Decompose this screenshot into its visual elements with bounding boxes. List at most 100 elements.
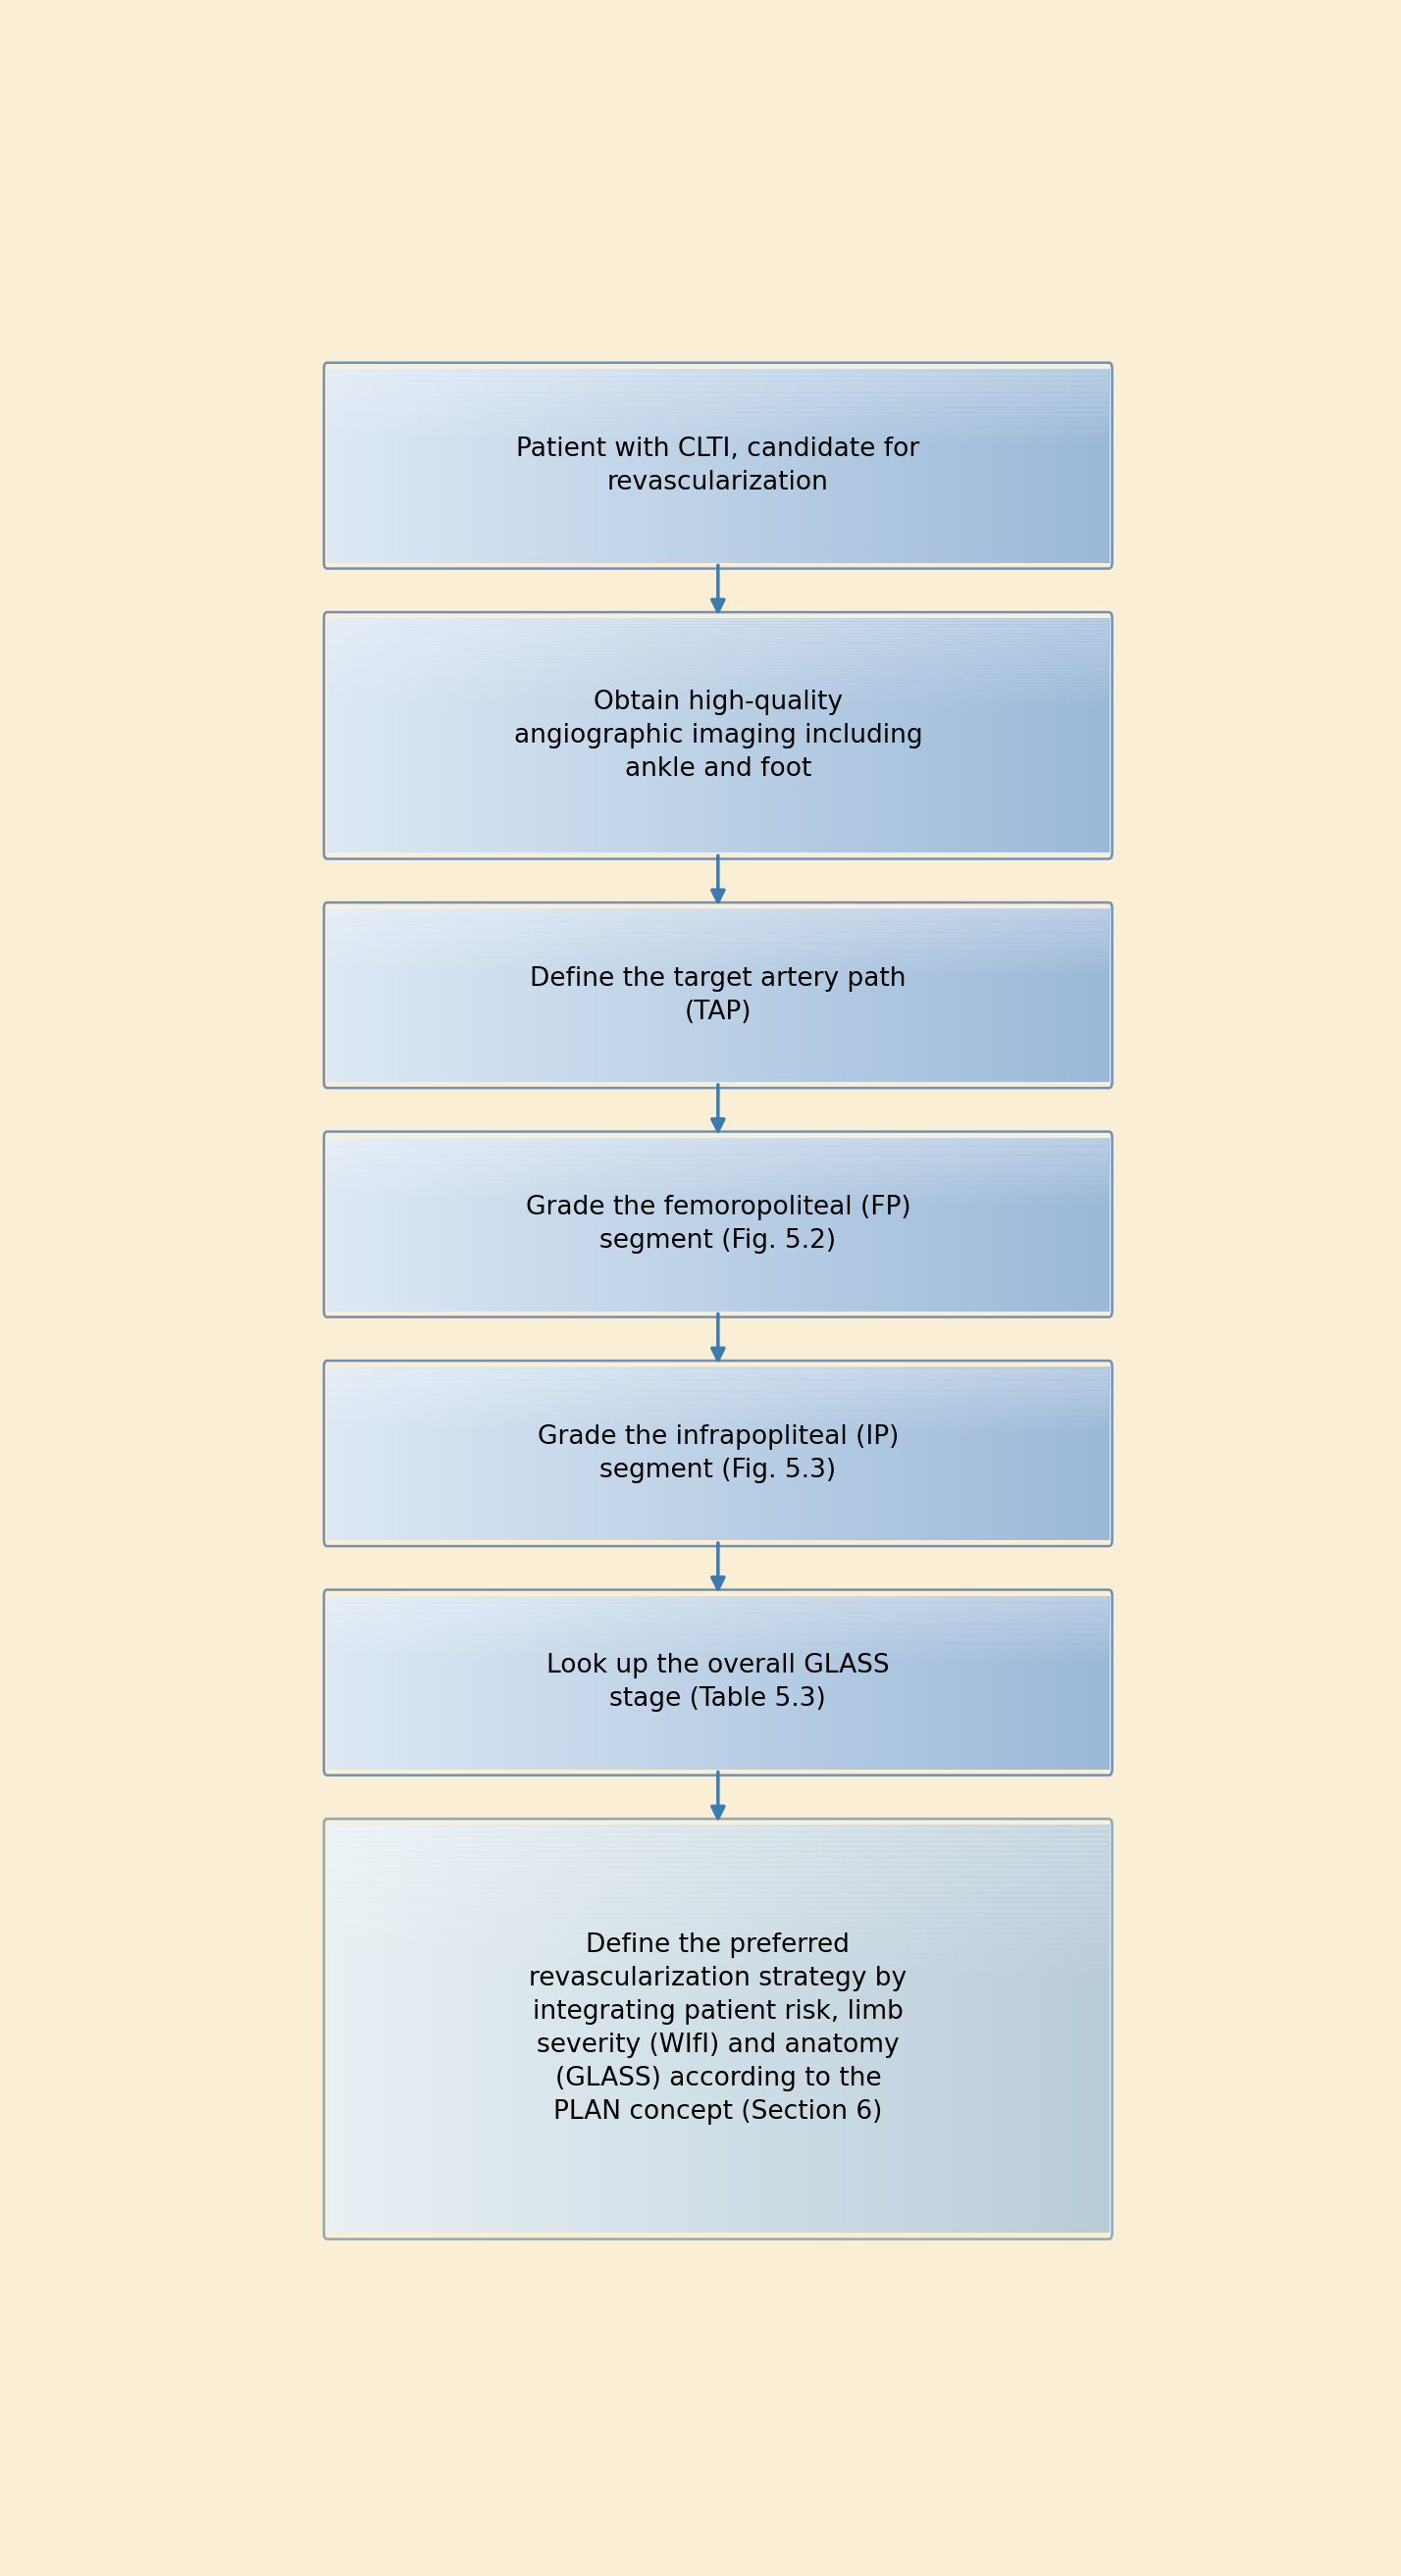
Bar xyxy=(771,1595,778,1770)
Bar xyxy=(776,618,785,853)
Bar xyxy=(764,1368,771,1540)
Bar xyxy=(360,909,367,1082)
Bar xyxy=(672,1368,679,1540)
Bar xyxy=(326,1834,1110,1839)
Bar xyxy=(326,1177,1110,1180)
Bar xyxy=(829,1824,836,2233)
Bar xyxy=(933,1824,940,2233)
Bar xyxy=(326,953,1110,956)
Bar xyxy=(594,618,602,853)
Bar xyxy=(425,1824,433,2233)
Bar xyxy=(562,368,569,562)
Bar xyxy=(933,1139,940,1311)
Bar xyxy=(771,909,778,1082)
Bar xyxy=(1090,1824,1097,2233)
Bar xyxy=(326,404,1110,410)
Bar xyxy=(640,1368,647,1540)
Bar xyxy=(483,909,492,1082)
Bar xyxy=(855,1824,863,2233)
Bar xyxy=(849,618,856,853)
Bar xyxy=(926,1824,934,2233)
Bar xyxy=(432,909,439,1082)
Bar xyxy=(353,1824,361,2233)
Bar xyxy=(530,1368,537,1540)
Bar xyxy=(326,1595,1110,1597)
Bar xyxy=(326,1427,1110,1432)
Bar xyxy=(340,1368,347,1540)
Bar xyxy=(719,618,726,853)
Bar xyxy=(326,930,1110,935)
Bar xyxy=(326,1615,1110,1620)
Bar xyxy=(326,1388,1110,1394)
Bar xyxy=(405,368,413,562)
Bar xyxy=(326,953,1110,958)
Bar xyxy=(574,618,583,853)
Bar xyxy=(373,1139,380,1311)
Bar xyxy=(549,368,556,562)
Bar xyxy=(483,368,492,562)
Bar xyxy=(855,1368,863,1540)
Bar xyxy=(913,1368,920,1540)
Bar xyxy=(1017,1139,1026,1311)
Bar xyxy=(660,618,667,853)
Bar xyxy=(874,1595,883,1770)
Bar xyxy=(672,1824,679,2233)
Bar xyxy=(326,402,1110,407)
Bar xyxy=(326,1605,1110,1610)
Bar xyxy=(412,1139,419,1311)
Bar xyxy=(326,1862,1110,1870)
Bar xyxy=(601,909,608,1082)
Bar xyxy=(594,368,602,562)
Bar xyxy=(685,368,693,562)
Bar xyxy=(679,1139,686,1311)
Bar xyxy=(326,909,335,1082)
Bar xyxy=(692,1139,699,1311)
Bar xyxy=(672,1139,679,1311)
Bar xyxy=(373,1824,380,2233)
Bar xyxy=(326,1857,1110,1865)
Bar xyxy=(326,629,1110,634)
Bar xyxy=(360,1595,367,1770)
Bar xyxy=(692,1595,699,1770)
Bar xyxy=(607,1595,615,1770)
Bar xyxy=(626,1595,635,1770)
Bar xyxy=(373,909,380,1082)
Bar xyxy=(569,1368,576,1540)
Bar xyxy=(380,1139,387,1311)
Bar xyxy=(594,1139,602,1311)
Bar xyxy=(340,1139,347,1311)
Bar xyxy=(380,368,387,562)
Bar xyxy=(621,1368,628,1540)
Bar xyxy=(1083,909,1090,1082)
Bar xyxy=(535,1368,544,1540)
Bar xyxy=(1005,618,1013,853)
Bar xyxy=(960,368,967,562)
Bar xyxy=(326,376,1110,381)
Bar xyxy=(764,1824,771,2233)
Bar xyxy=(815,1824,824,2233)
Bar xyxy=(601,618,608,853)
Bar xyxy=(803,1139,810,1311)
Bar xyxy=(881,909,888,1082)
Bar xyxy=(555,368,563,562)
Bar xyxy=(326,634,1110,639)
Bar xyxy=(920,1368,927,1540)
Bar xyxy=(737,1595,745,1770)
Bar xyxy=(542,368,549,562)
Bar xyxy=(920,909,927,1082)
Bar xyxy=(588,368,595,562)
Bar xyxy=(562,1824,569,2233)
Bar xyxy=(373,1595,380,1770)
Bar xyxy=(926,368,934,562)
Bar xyxy=(783,1368,790,1540)
Bar xyxy=(326,1909,1110,1917)
Bar xyxy=(326,1394,1110,1396)
Bar xyxy=(360,1368,367,1540)
Bar xyxy=(913,1595,920,1770)
Bar xyxy=(607,1368,615,1540)
Bar xyxy=(679,1824,686,2233)
Bar xyxy=(326,407,1110,412)
Bar xyxy=(692,368,699,562)
Bar xyxy=(614,1139,622,1311)
Bar xyxy=(326,649,1110,654)
